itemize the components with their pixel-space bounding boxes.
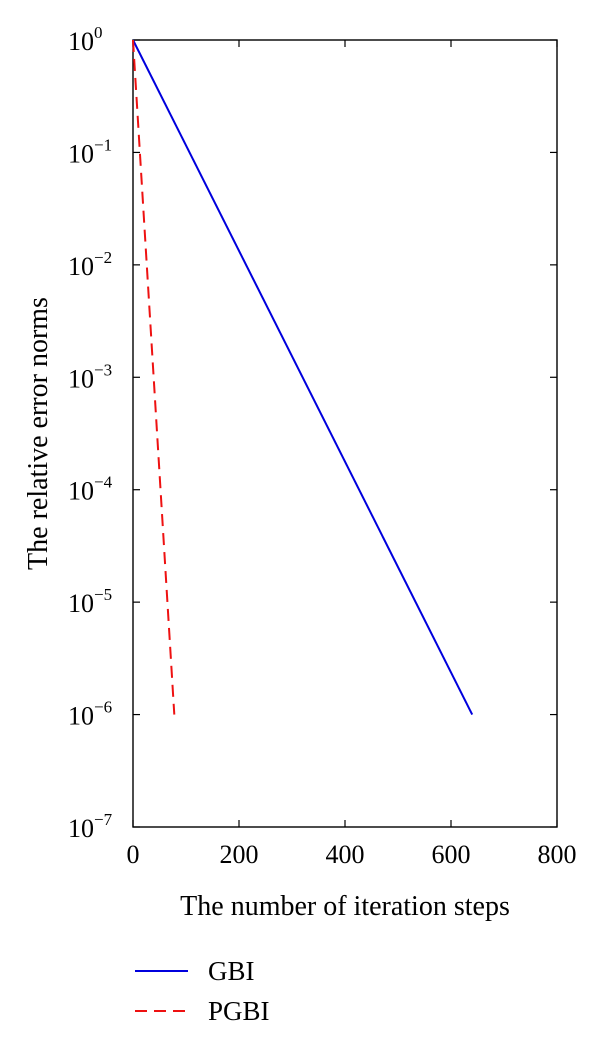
y-tick-exponent: −2 (94, 248, 112, 267)
series-lines (132, 39, 474, 716)
y-tick-base: 10 (68, 702, 94, 731)
legend: GBI PGBI (135, 956, 270, 1026)
y-tick-exponent: −5 (94, 585, 112, 604)
legend-label-gbi: GBI (208, 956, 255, 986)
x-tick-label: 400 (326, 840, 365, 869)
y-tick-label: 10−4 (68, 473, 113, 506)
y-tick-base: 10 (68, 364, 94, 393)
y-tick-label: 100 (68, 23, 103, 56)
y-axis-title: The relative error norms (23, 297, 54, 570)
y-tick-label: 10−5 (68, 585, 112, 618)
y-tick-base: 10 (68, 477, 94, 506)
y-tick-exponent: −6 (94, 698, 112, 717)
y-tick-label: 10−6 (68, 698, 112, 731)
x-axis-title: The number of iteration steps (180, 891, 510, 922)
y-tick-exponent: −1 (94, 135, 112, 154)
y-tick-base: 10 (68, 27, 94, 56)
x-tick-label: 800 (538, 840, 577, 869)
y-tick-base: 10 (68, 252, 94, 281)
y-tick-label: 10−2 (68, 248, 112, 281)
y-tick-label: 10−7 (68, 810, 113, 843)
plot-area-frame (132, 39, 558, 828)
y-tick-label: 10−3 (68, 360, 112, 393)
y-tick-base: 10 (68, 814, 94, 843)
y-tick-base: 10 (68, 589, 94, 618)
series-line-gbi (132, 39, 474, 716)
legend-label-pgbi: PGBI (208, 996, 270, 1026)
x-tick-label: 200 (220, 840, 259, 869)
x-tick-label: 0 (127, 840, 140, 869)
y-tick-exponent: −4 (94, 473, 113, 492)
y-tick-exponent: 0 (94, 23, 103, 42)
axis-ticks (132, 39, 558, 828)
x-tick-labels: 0 200 400 600 800 (127, 840, 577, 869)
y-tick-label: 10−1 (68, 135, 112, 168)
y-tick-base: 10 (68, 139, 94, 168)
y-tick-exponent: −3 (94, 360, 112, 379)
x-tick-label: 600 (432, 840, 471, 869)
y-tick-exponent: −7 (94, 810, 113, 829)
